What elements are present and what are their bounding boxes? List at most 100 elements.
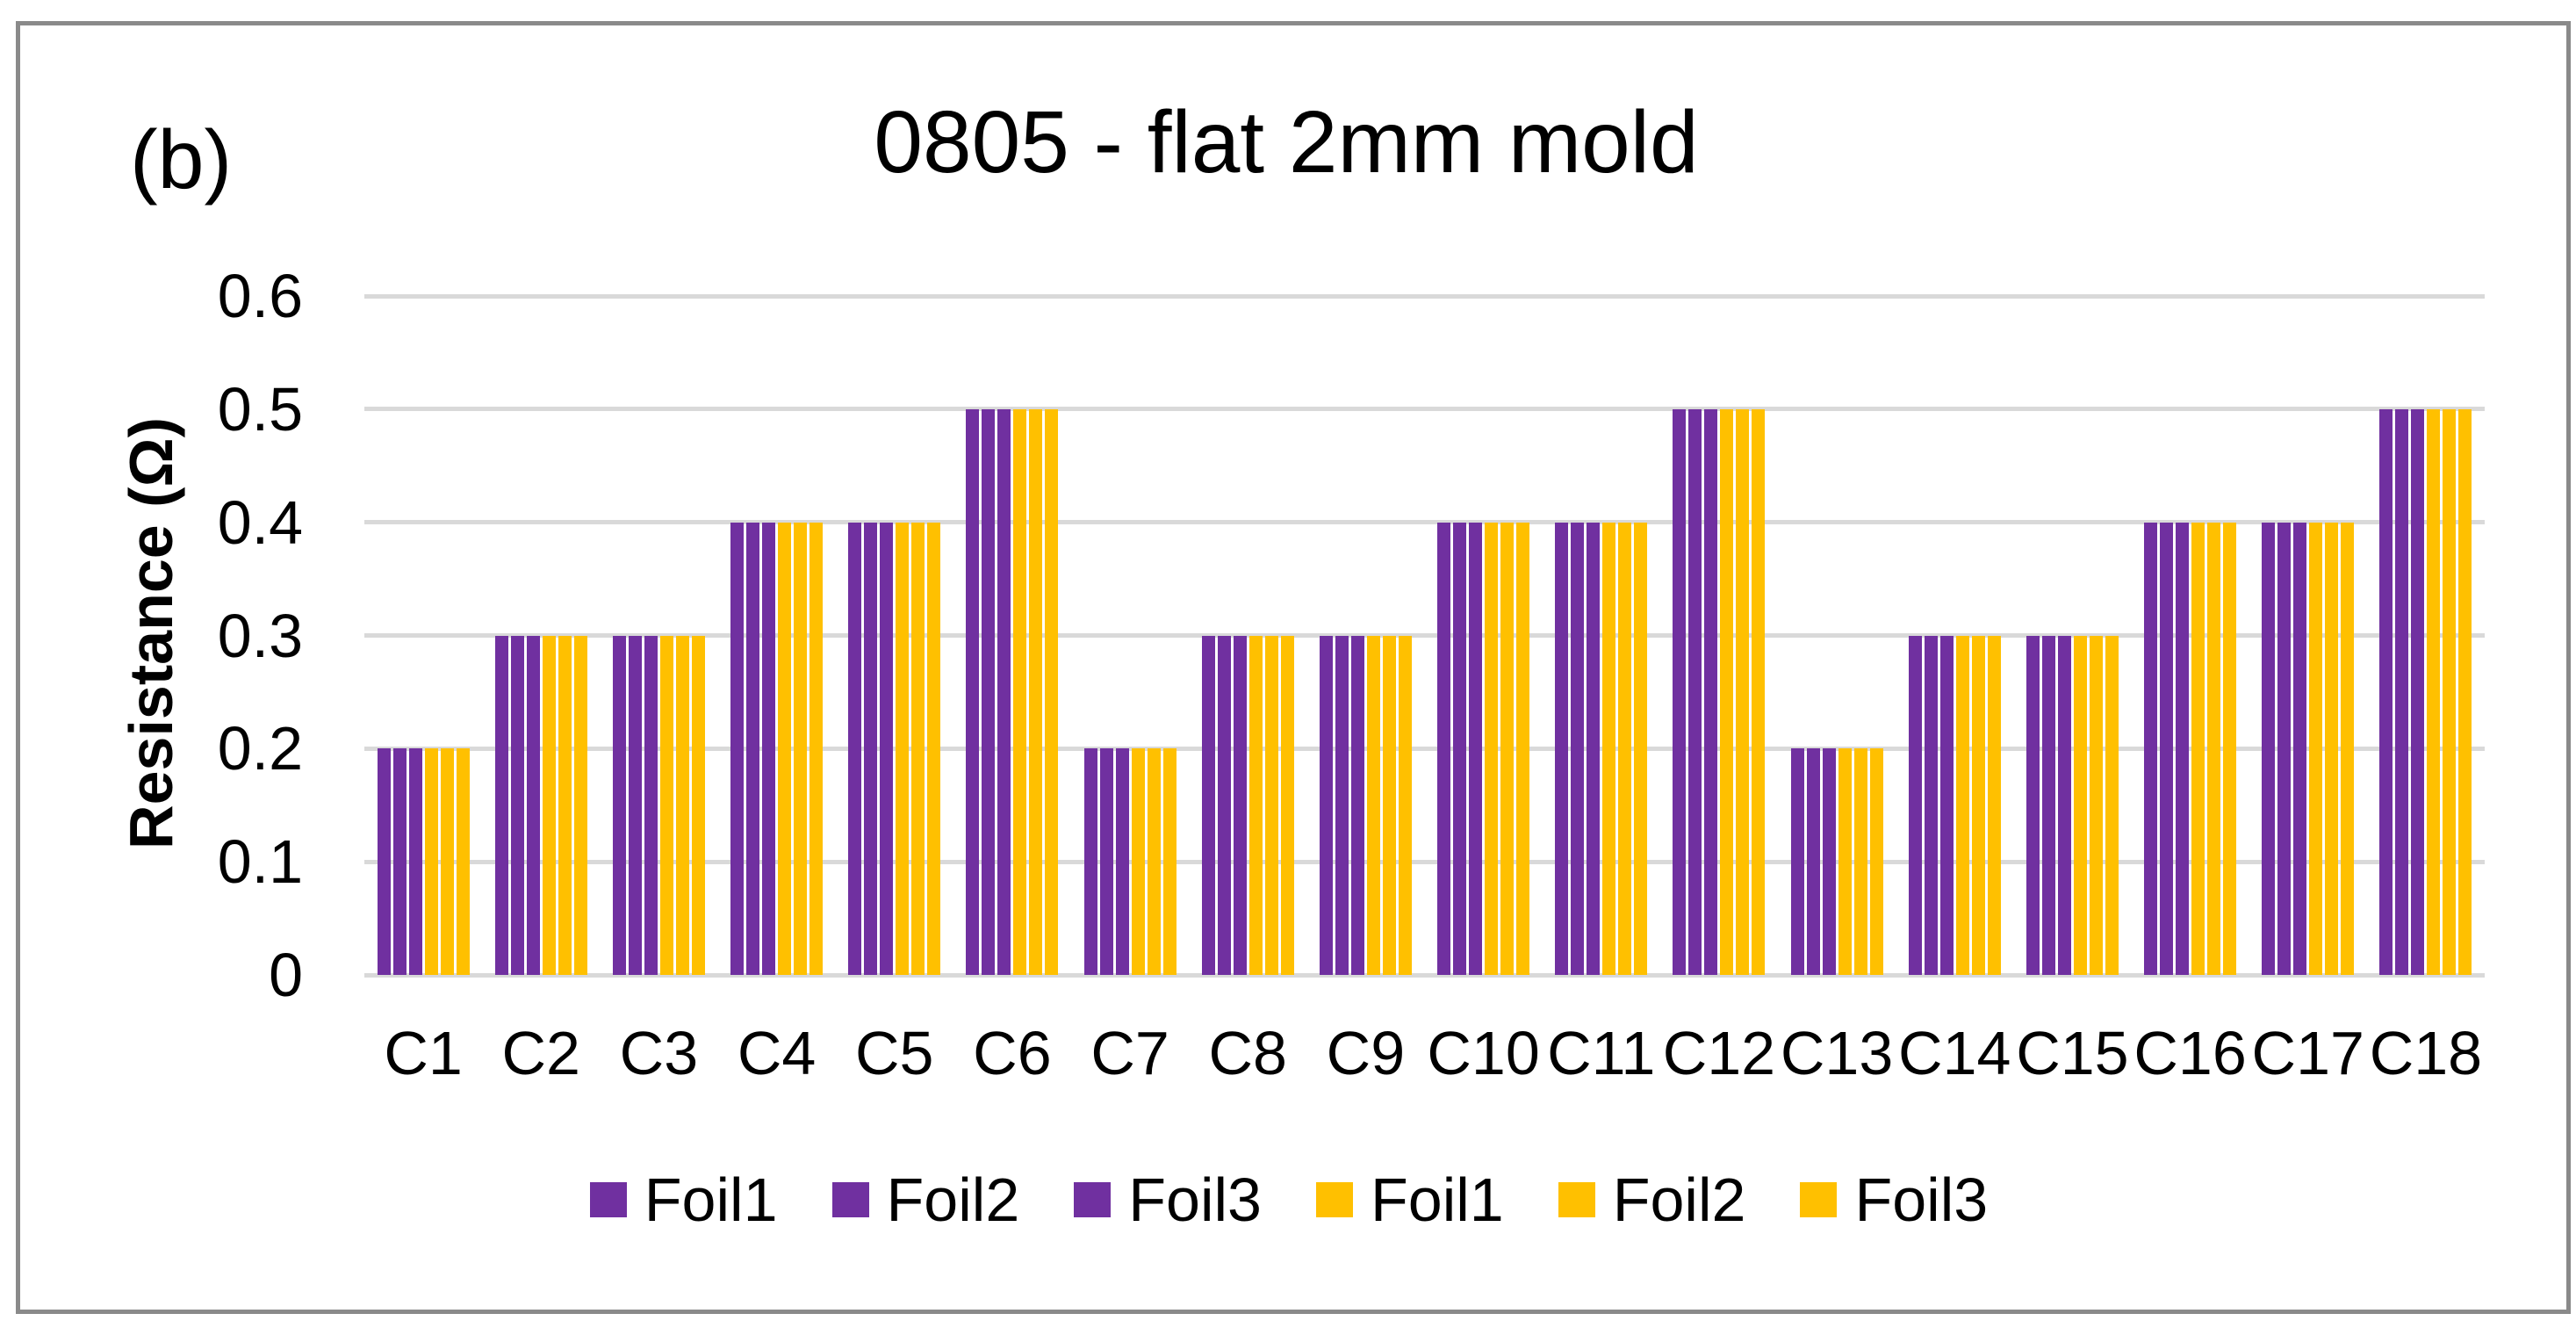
legend-item: Foil3 (1074, 1168, 1262, 1231)
bar (1955, 635, 1969, 975)
bar (2262, 522, 2276, 975)
bar (1939, 635, 1954, 975)
bar-group (953, 296, 1071, 975)
chart-title: 0805 - flat 2mm mold (874, 93, 1699, 191)
bar (2223, 522, 2237, 975)
bar (573, 635, 587, 975)
bar (392, 748, 407, 975)
bar (424, 748, 438, 975)
bar (2105, 635, 2119, 975)
bar (1971, 635, 1985, 975)
x-category-label: C12 (1662, 1019, 1776, 1087)
bar (1752, 408, 1766, 975)
bar (1634, 522, 1648, 975)
bar (864, 522, 878, 975)
y-tick-label: 0.1 (217, 827, 303, 897)
x-category-label: C18 (2369, 1019, 2483, 1087)
bar (1790, 748, 1804, 975)
bar-group (2367, 296, 2485, 975)
x-category-label: C2 (501, 1019, 580, 1087)
bar (746, 522, 760, 975)
bar (526, 635, 540, 975)
bar (1099, 748, 1113, 975)
bar (675, 635, 689, 975)
bar (628, 635, 642, 975)
bar (2427, 408, 2441, 975)
legend-item: Foil1 (589, 1166, 778, 1234)
bar (1029, 408, 1043, 975)
bar-group (600, 296, 717, 975)
x-category-label: C6 (973, 1019, 1052, 1087)
bar (982, 408, 996, 975)
bar (809, 522, 824, 975)
y-tick-label: 0.5 (217, 374, 303, 444)
bar (1147, 748, 1161, 975)
legend-item: Foil3 (1800, 1168, 1988, 1231)
bar (2277, 522, 2292, 975)
bar (1822, 748, 1836, 975)
bar (1602, 522, 1616, 975)
bar-group (718, 296, 836, 975)
bar (880, 522, 894, 975)
bar (691, 635, 705, 975)
legend-label: Foil3 (1854, 1166, 1989, 1234)
bar (997, 408, 1011, 975)
legend-swatch (831, 1182, 869, 1217)
bar-group (482, 296, 600, 975)
bar (1398, 635, 1412, 975)
bar (2309, 522, 2323, 975)
legend-swatch (1558, 1182, 1595, 1217)
bar (2073, 635, 2087, 975)
bar (2411, 408, 2425, 975)
legend: Foil1 Foil2 Foil3 Foil1 Foil2 Foil3 (16, 1168, 2562, 1231)
bar (510, 635, 524, 975)
bar-group (2132, 296, 2249, 975)
bar (1500, 522, 1515, 975)
bar (1806, 748, 1820, 975)
bar (1838, 748, 1852, 975)
bar (2160, 522, 2174, 975)
bar (612, 635, 626, 975)
bar (1673, 408, 1687, 975)
bar (966, 408, 980, 975)
bar (1555, 522, 1569, 975)
bar (1516, 522, 1530, 975)
x-category-label: C17 (2251, 1019, 2364, 1087)
x-category-label: C7 (1090, 1019, 1169, 1087)
legend-item: Foil2 (831, 1168, 1019, 1231)
x-category-label: C8 (1208, 1019, 1287, 1087)
bar (1233, 635, 1247, 975)
bar (1908, 635, 1922, 975)
bar (794, 522, 808, 975)
bar (2293, 522, 2307, 975)
bar (2325, 522, 2339, 975)
legend-swatch (589, 1182, 627, 1217)
y-tick-label: 0.6 (217, 262, 303, 330)
legend-label: Foil1 (644, 1166, 778, 1234)
bar (927, 522, 941, 975)
bar (2341, 522, 2355, 975)
bar (1571, 522, 1585, 975)
bar (1987, 635, 2001, 975)
gridline (364, 859, 2485, 864)
bar (1264, 635, 1278, 975)
bar (1485, 522, 1499, 975)
bar-group (1778, 296, 1896, 975)
bar (1469, 522, 1483, 975)
bar (911, 522, 925, 975)
bar (848, 522, 862, 975)
y-tick-label: 0.3 (217, 601, 303, 670)
legend-item: Foil1 (1316, 1168, 1504, 1231)
bar-group (2013, 296, 2131, 975)
x-category-label: C16 (2133, 1019, 2247, 1087)
bar (2176, 522, 2190, 975)
bar (440, 748, 454, 975)
bar-group (1660, 296, 1778, 975)
bar (762, 522, 776, 975)
x-category-label: C9 (1326, 1019, 1406, 1087)
gridline (364, 746, 2485, 751)
gridline (364, 407, 2485, 412)
bar (558, 635, 572, 975)
gridline (364, 520, 2485, 525)
